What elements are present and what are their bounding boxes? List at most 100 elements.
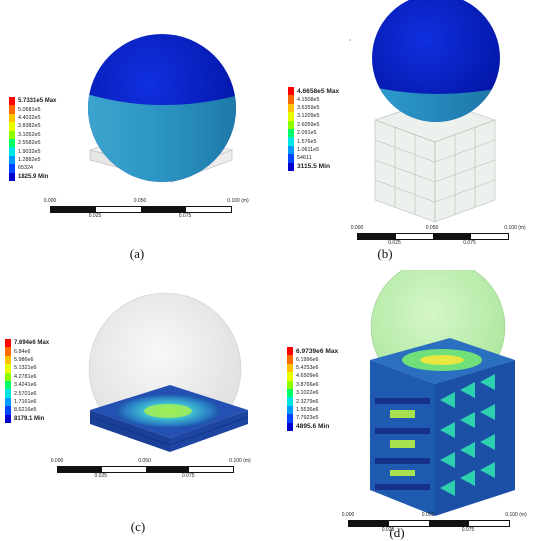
legend-entry: 2.6059e5 — [288, 120, 320, 129]
legend-label: 4.6658e5 Max — [297, 87, 340, 95]
legend-entry: 3.1022e6 — [287, 389, 318, 398]
legend-swatch — [287, 355, 293, 364]
legend-label: 6.1996e6 — [296, 356, 319, 363]
legend-entry: 1825.9 Min — [9, 172, 49, 181]
deformed-plate-model — [88, 292, 249, 452]
legend-entry: 6.1996e6 — [287, 355, 319, 364]
legend-entry: 7.7923e5 — [287, 414, 319, 423]
legend-swatch — [288, 112, 294, 121]
legend-label: 54611 — [297, 155, 312, 162]
scale-segment — [186, 207, 231, 212]
panel-d: 6.9739e6 Max 6.1996e6 5.4253e6 4.6509e6 3.87… — [275, 270, 550, 541]
legend-entry: 54611 — [288, 154, 312, 163]
legend-swatch — [5, 389, 11, 398]
legend-label: 2.5701e6 — [14, 390, 37, 397]
scale-segment — [58, 467, 102, 472]
legend-swatch — [9, 164, 15, 173]
panel-a: 5.7331e5 Max 5.0681e5 4.4032e5 3.8382e5 3.10… — [0, 0, 275, 270]
legend-swatch — [288, 162, 294, 171]
deformed-lattice-model — [370, 270, 515, 516]
panel-caption: (a) — [129, 246, 145, 261]
scale-segment — [145, 467, 190, 472]
legend-entry: 3.4241e6 — [5, 381, 36, 390]
sphere-on-lattice-model — [349, 0, 500, 223]
legend-swatch — [9, 130, 15, 139]
legend-label: 1.2882e5 — [18, 156, 41, 163]
legend-label: 1.5536e6 — [296, 406, 319, 413]
scale-label-bottom: 0.075 — [463, 240, 476, 246]
legend-entry: 3.8382e5 — [9, 122, 41, 131]
legend-entry: 3.8766e6 — [287, 380, 318, 389]
legend-swatch — [9, 139, 15, 148]
legend-label: 4.1508e5 — [297, 96, 320, 103]
legend-swatch — [5, 364, 11, 373]
scale-label-top: 0.050 — [138, 458, 151, 464]
legend-swatch — [287, 389, 293, 398]
legend-swatch — [288, 137, 294, 146]
legend-label: 4.6509e6 — [296, 373, 319, 380]
legend-label: 5.4253e6 — [296, 364, 319, 371]
legend-swatch — [288, 145, 294, 155]
legend-label: 5.0681e5 — [18, 106, 41, 113]
scale-label-top: 0.100 (m) — [504, 225, 526, 231]
legend-entry: 1.9032e5 — [9, 147, 41, 156]
legend-entry: 4.6658e5 Max — [288, 87, 340, 96]
legend-swatch — [5, 381, 11, 390]
legend-label: 2.6059e5 — [297, 121, 320, 128]
scale-label-bottom: 0.025 — [381, 527, 395, 533]
legend-label: 2.3279e6 — [296, 398, 319, 405]
scale-label-top: 0.100 (m) — [227, 198, 249, 204]
scale-segment — [433, 234, 471, 239]
legend-swatch — [287, 347, 293, 356]
scale-bar-segments — [57, 466, 234, 473]
legend-entry: 8179.1 Min — [5, 414, 44, 423]
scale-segment — [51, 207, 96, 212]
legend-label: 1.9032e5 — [18, 148, 41, 155]
legend-entry: 5.1321e6 — [5, 364, 37, 373]
panel-c: 7.694e6 Max 6.84e6 5.986e6 5.1321e6 4.2781e6… — [0, 270, 275, 541]
legend-swatch — [9, 155, 15, 165]
legend-entry: 1.2882e5 — [9, 155, 41, 165]
legend-entry: 7.694e6 Max — [5, 339, 50, 348]
legend-swatch — [5, 414, 11, 423]
legend-swatch — [288, 87, 294, 96]
legend-label: 8.6216e5 — [14, 407, 37, 414]
legend-entry: 5.0681e5 — [9, 105, 41, 114]
legend-label: 3.8382e5 — [18, 123, 41, 130]
stress-plate — [89, 385, 249, 452]
legend-swatch — [5, 397, 11, 407]
legend-swatch — [287, 397, 293, 406]
legend-label: 5.1321e6 — [14, 365, 37, 372]
legend-label: 4.4032e5 — [18, 114, 41, 121]
scale-label-top: 0.000 — [341, 512, 355, 518]
legend-swatch — [288, 95, 294, 104]
scale-bar-segments — [348, 520, 510, 527]
legend-swatch — [287, 405, 293, 415]
scale-label-top: 0.050 — [421, 512, 435, 518]
scale-label-top: 0.050 — [425, 225, 439, 231]
legend-label: 3.1209e5 — [297, 113, 320, 120]
legend-label: 65324 — [18, 165, 33, 172]
legend-label: 6.84e6 — [14, 348, 31, 355]
legend-entry: 6.84e6 — [5, 347, 31, 356]
legend-entry: 3115.5 Min — [288, 162, 330, 171]
legend-entry: 3.6359e5 — [288, 103, 320, 113]
scale-segment — [395, 234, 433, 239]
legend-entry: 3.1052e5 — [9, 130, 40, 139]
scale-bar-segments — [357, 233, 509, 240]
legend-label: 3.6359e5 — [297, 104, 320, 111]
scale-segment — [189, 467, 233, 472]
legend-label: 1825.9 Min — [18, 173, 49, 180]
legend-label: 7.694e6 Max — [14, 340, 50, 347]
legend-swatch — [9, 122, 15, 131]
legend-entry: 3.1209e5 — [288, 112, 320, 121]
legend-swatch — [5, 372, 11, 381]
legend-label: 7.7923e5 — [296, 415, 319, 422]
legend-entry: 5.4253e6 — [287, 363, 319, 373]
legend-swatch — [5, 355, 11, 365]
scale-segment — [101, 467, 146, 472]
legend-entry: 5.7331e5 Max — [9, 97, 56, 106]
scale-segment — [349, 521, 389, 526]
scale-label-top: 0.000 — [43, 198, 57, 204]
legend-label: 2.091e5 — [297, 130, 317, 137]
